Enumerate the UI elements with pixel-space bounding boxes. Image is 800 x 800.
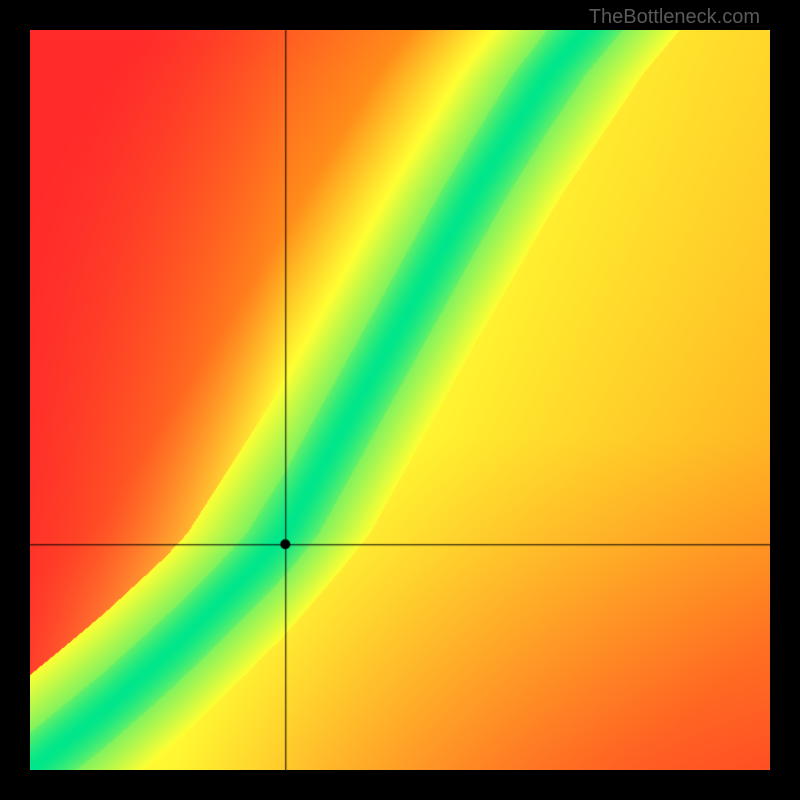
heatmap-canvas <box>30 30 770 770</box>
watermark-text: TheBottleneck.com <box>589 6 760 29</box>
heatmap-plot <box>30 30 770 770</box>
